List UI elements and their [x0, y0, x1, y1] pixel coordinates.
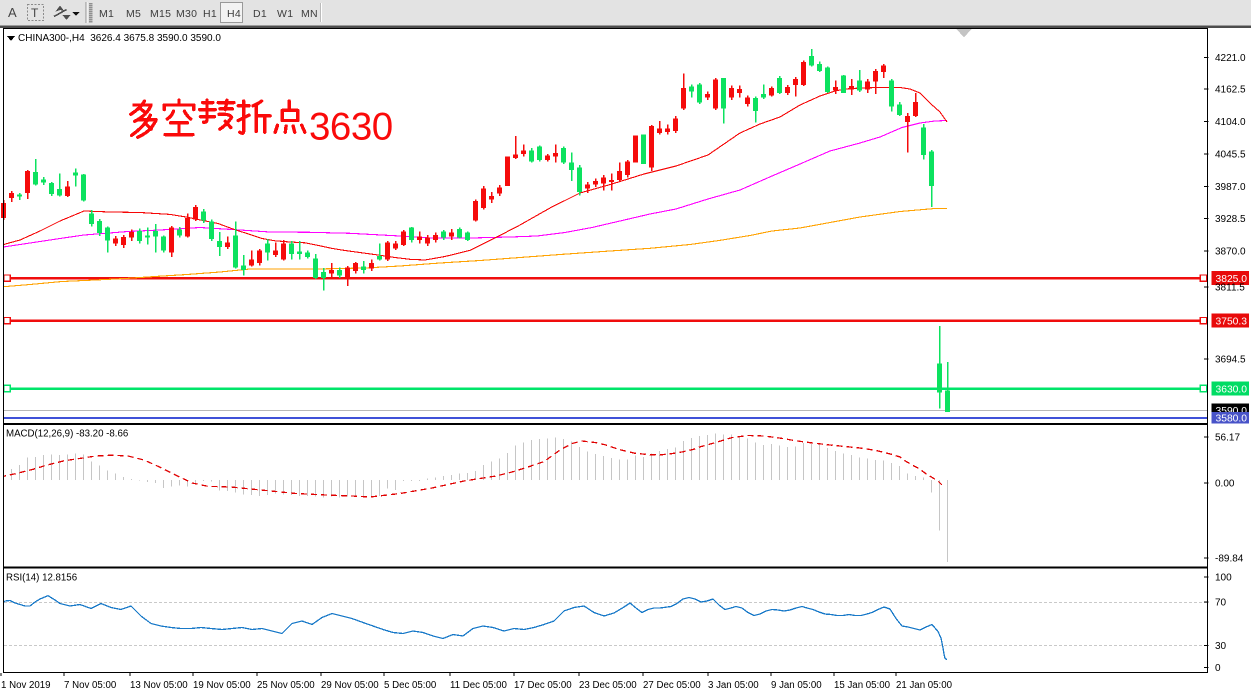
- svg-text:3811.5: 3811.5: [1215, 283, 1245, 294]
- svg-text:RSI(14) 12.8156: RSI(14) 12.8156: [6, 573, 77, 584]
- svg-text:4104.0: 4104.0: [1215, 117, 1246, 128]
- svg-text:1 Nov 2019: 1 Nov 2019: [1, 680, 51, 691]
- svg-text:3825.0: 3825.0: [1216, 274, 1248, 285]
- svg-text:30: 30: [1215, 641, 1227, 652]
- svg-text:56.17: 56.17: [1215, 433, 1240, 444]
- svg-text:T: T: [31, 6, 39, 20]
- svg-text:M5: M5: [126, 8, 141, 20]
- svg-text:3630.0: 3630.0: [1216, 384, 1248, 395]
- svg-text:3630: 3630: [309, 106, 393, 149]
- svg-text:3694.5: 3694.5: [1215, 355, 1246, 366]
- svg-text:100: 100: [1215, 573, 1232, 584]
- svg-text:-89.84: -89.84: [1215, 554, 1244, 565]
- svg-text:M30: M30: [176, 8, 197, 20]
- svg-text:CHINA300-,H4 3626.4 3675.8 35: CHINA300-,H4 3626.4 3675.8 3590.0 3590.0: [18, 33, 221, 44]
- svg-text:MACD(12,26,9) -83.20 -8.66: MACD(12,26,9) -83.20 -8.66: [6, 429, 128, 440]
- svg-text:25 Nov 05:00: 25 Nov 05:00: [257, 680, 315, 691]
- svg-text:11 Dec 05:00: 11 Dec 05:00: [450, 680, 508, 691]
- svg-text:H1: H1: [203, 8, 217, 20]
- svg-text:3928.5: 3928.5: [1215, 214, 1246, 225]
- svg-text:23 Dec 05:00: 23 Dec 05:00: [579, 680, 637, 691]
- svg-text:W1: W1: [277, 8, 293, 20]
- svg-text:0: 0: [1215, 663, 1221, 674]
- svg-text:3 Jan 05:00: 3 Jan 05:00: [708, 680, 759, 691]
- svg-text:7 Nov 05:00: 7 Nov 05:00: [64, 680, 117, 691]
- svg-text:4045.5: 4045.5: [1215, 150, 1246, 161]
- svg-text:H4: H4: [227, 8, 241, 20]
- svg-text:M1: M1: [99, 8, 114, 20]
- svg-text:3750.3: 3750.3: [1216, 316, 1248, 327]
- svg-text:4221.0: 4221.0: [1215, 53, 1246, 64]
- svg-text:3580.0: 3580.0: [1216, 414, 1248, 425]
- svg-text:15 Jan 05:00: 15 Jan 05:00: [834, 680, 891, 691]
- svg-text:M15: M15: [150, 8, 171, 20]
- svg-text:3590.0: 3590.0: [1216, 406, 1248, 417]
- svg-text:29 Nov 05:00: 29 Nov 05:00: [321, 680, 379, 691]
- svg-text:70: 70: [1215, 598, 1227, 609]
- svg-text:0.00: 0.00: [1215, 479, 1235, 490]
- svg-text:27 Dec 05:00: 27 Dec 05:00: [643, 680, 701, 691]
- svg-text:D1: D1: [253, 8, 267, 20]
- svg-text:9 Jan 05:00: 9 Jan 05:00: [771, 680, 822, 691]
- svg-text:21 Jan 05:00: 21 Jan 05:00: [896, 680, 953, 691]
- svg-text:19 Nov 05:00: 19 Nov 05:00: [193, 680, 251, 691]
- svg-text:3987.0: 3987.0: [1215, 182, 1246, 193]
- svg-text:17 Dec 05:00: 17 Dec 05:00: [514, 680, 572, 691]
- svg-text:3870.0: 3870.0: [1215, 247, 1246, 258]
- svg-text:5 Dec 05:00: 5 Dec 05:00: [384, 680, 437, 691]
- svg-text:13 Nov 05:00: 13 Nov 05:00: [130, 680, 188, 691]
- svg-text:A: A: [8, 5, 17, 20]
- svg-text:MN: MN: [301, 8, 318, 20]
- svg-text:4162.5: 4162.5: [1215, 85, 1246, 96]
